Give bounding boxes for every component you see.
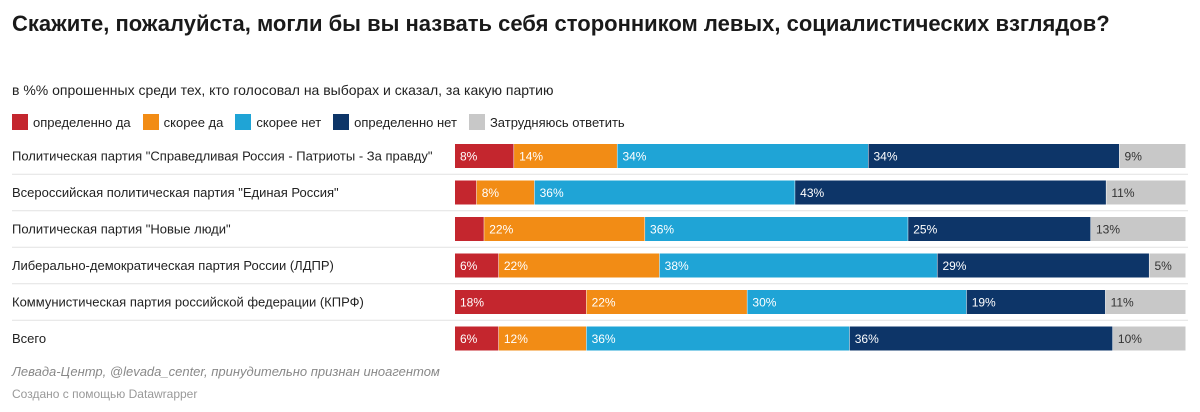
chart-subtitle: в %% опрошенных среди тех, кто голосовал…: [12, 82, 554, 98]
data-label: 22%: [504, 259, 528, 273]
data-label: 36%: [650, 223, 674, 237]
data-label: 43%: [800, 186, 824, 200]
legend-swatch: [333, 114, 350, 130]
legend-swatch: [468, 114, 485, 130]
bar-segment-rather-no: [659, 253, 937, 278]
data-label: 6%: [460, 332, 478, 346]
bar-segment-rather-no: [617, 144, 868, 168]
bar-segment-rather-no: [645, 217, 908, 241]
legend: определенно да скорее да скорее нет опре…: [12, 114, 637, 130]
data-label: 8%: [482, 186, 500, 200]
legend-swatch: [142, 114, 159, 130]
legend-label: определенно нет: [354, 114, 457, 130]
data-label: 19%: [972, 296, 996, 310]
bar-segment-rather-no: [586, 326, 850, 351]
chart-title: Скажите, пожалуйста, могли бы вы назвать…: [12, 11, 1110, 36]
row-label: Политическая партия "Новые люди": [12, 222, 231, 237]
data-label: 8%: [460, 150, 478, 164]
data-label: 5%: [1154, 259, 1172, 273]
data-label: 22%: [592, 296, 616, 310]
credit-note: Создано с помощью Datawrapper: [12, 387, 198, 401]
legend-item-hard-to-say: Затрудняюсь ответить: [468, 114, 625, 130]
data-label: 11%: [1111, 186, 1134, 200]
bar-segment-rather-no: [534, 180, 795, 205]
bar-segment-definitely-no: [868, 144, 1120, 168]
legend-item-rather-yes: скорее да: [142, 114, 224, 130]
legend-label: скорее да: [163, 114, 224, 130]
data-label: 36%: [540, 186, 564, 200]
legend-swatch: [12, 114, 28, 130]
bar-segment-definitely-yes: [455, 290, 587, 314]
data-label: 38%: [665, 259, 689, 273]
legend-item-definitely-yes: определенно да: [12, 114, 131, 130]
bar-segment-definitely-no: [937, 253, 1149, 278]
bar-segment-definitely-yes: [455, 326, 499, 351]
data-label: 9%: [1125, 150, 1143, 164]
bar-segment-definitely-no: [795, 180, 1106, 205]
row-label: Всего: [12, 331, 46, 346]
bar-segment-hard-to-say: [1112, 326, 1186, 351]
bar-segment-rather-yes: [586, 290, 747, 314]
data-label: 14%: [519, 150, 543, 164]
bar-segment-rather-no: [747, 290, 967, 314]
data-label: 11%: [1111, 296, 1134, 310]
bar-segment-definitely-no: [849, 326, 1113, 351]
bar-segment-hard-to-say: [1119, 144, 1186, 168]
bar-segment-definitely-no: [908, 217, 1091, 241]
bar-segment-definitely-yes: [455, 253, 499, 278]
legend-label: определенно да: [33, 114, 131, 130]
data-label: 12%: [504, 332, 528, 346]
source-note: Левада-Центр, @levada_center, принудител…: [12, 364, 440, 379]
legend-item-rather-no: скорее нет: [235, 114, 321, 130]
data-label: 36%: [592, 332, 616, 346]
data-label: 10%: [1118, 332, 1142, 346]
bar-segment-rather-yes: [498, 326, 587, 351]
bar-segment-definitely-no: [966, 290, 1106, 314]
legend-label: скорее нет: [256, 114, 322, 130]
bar-segment-rather-yes: [484, 217, 645, 241]
data-label: 22%: [489, 223, 513, 237]
bar-segment-definitely-yes: [455, 217, 484, 241]
data-label: 36%: [855, 332, 879, 346]
legend-item-definitely-no: определенно нет: [333, 114, 457, 130]
legend-swatch: [235, 114, 252, 130]
legend-label: Затрудняюсь ответить: [489, 114, 625, 130]
bar-segment-rather-yes: [514, 144, 617, 168]
stacked-bar-chart: Политическая партия "Справедливая Россия…: [12, 144, 1188, 351]
data-label: 34%: [873, 150, 897, 164]
bar-segment-hard-to-say: [1105, 290, 1186, 314]
data-label: 34%: [622, 150, 646, 164]
data-label: 25%: [913, 223, 937, 237]
data-label: 18%: [460, 296, 484, 310]
bar-segment-definitely-yes: [455, 180, 477, 205]
bar-segment-definitely-yes: [455, 144, 514, 168]
data-label: 13%: [1096, 223, 1120, 237]
row-label: Политическая партия "Справедливая Россия…: [12, 149, 433, 164]
data-label: 30%: [752, 296, 776, 310]
bar-segment-hard-to-say: [1106, 180, 1186, 205]
bar-segment-hard-to-say: [1149, 253, 1186, 278]
row-label: Всероссийская политическая партия "Едина…: [12, 185, 339, 200]
row-label: Коммунистическая партия российской федер…: [12, 295, 364, 310]
bar-segment-hard-to-say: [1090, 217, 1186, 241]
bar-segment-rather-yes: [476, 180, 535, 205]
bar-segment-rather-yes: [498, 253, 660, 278]
data-label: 29%: [942, 259, 966, 273]
data-label: 6%: [460, 259, 478, 273]
row-label: Либерально-демократическая партия России…: [12, 258, 334, 273]
